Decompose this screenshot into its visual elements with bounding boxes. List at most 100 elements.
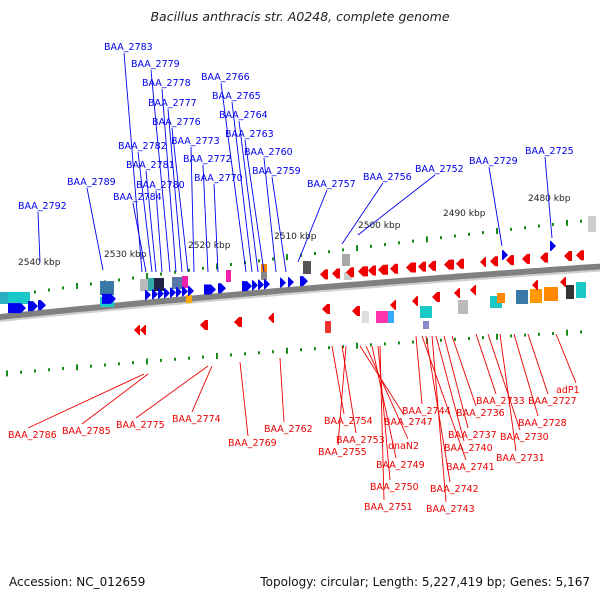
- forward-leader-line: [231, 101, 253, 273]
- reverse-leader-line: [379, 345, 385, 501]
- reverse-leader-line: [431, 335, 447, 503]
- ruler-tick: [48, 368, 50, 372]
- forward-leader-line: [220, 82, 247, 273]
- forward-gene: [8, 303, 26, 314]
- forward-gene: [176, 286, 182, 297]
- ruler-tick: [20, 370, 22, 374]
- forward-leader-line: [161, 88, 177, 273]
- reverse-gene: [140, 325, 146, 335]
- reverse-gene-label: BAA_2750: [370, 482, 419, 493]
- forward-leader-line: [123, 52, 143, 273]
- reverse-gene: [390, 300, 396, 310]
- reverse-leader-line: [377, 345, 391, 481]
- forward-gene: [242, 281, 252, 292]
- reverse-gene: [332, 268, 340, 279]
- reverse-gene: [234, 317, 242, 327]
- ruler-tick: [258, 351, 260, 355]
- ruler-tick: [510, 227, 512, 231]
- forward-leader-line: [155, 190, 163, 273]
- forward-leader-line: [244, 139, 265, 273]
- reverse-leader-line: [513, 333, 539, 417]
- ruler-tick: [132, 361, 134, 365]
- forward-gene: [28, 301, 38, 312]
- ruler-tick: [202, 355, 204, 359]
- reverse-leader-line: [487, 333, 521, 431]
- ruler-tick: [496, 333, 498, 340]
- reverse-gene: [506, 255, 514, 266]
- forward-gene: [188, 285, 194, 296]
- ruler-label: 2480 kbp: [528, 194, 571, 204]
- gene-track: [8, 241, 584, 335]
- ruler-tick: [62, 367, 64, 371]
- forward-gene-label: BAA_2752: [415, 164, 464, 175]
- forward-gene: [288, 277, 294, 288]
- feature-block: [388, 311, 394, 323]
- forward-gene: [158, 288, 164, 299]
- reverse-leader-line: [415, 335, 423, 405]
- feature-block: [261, 264, 267, 272]
- feature-block: [303, 261, 311, 274]
- ruler-label: 2530 kbp: [104, 250, 147, 260]
- ruler-tick: [258, 259, 260, 263]
- reverse-gene: [406, 262, 416, 273]
- reverse-gene-label: BAA_2731: [496, 453, 545, 464]
- feature-block: [423, 321, 429, 329]
- ruler-tick: [90, 282, 92, 286]
- reverse-gene: [522, 253, 530, 264]
- ruler-tick: [482, 231, 484, 235]
- ruler-tick: [580, 330, 582, 334]
- forward-gene: [38, 300, 46, 311]
- accession-text: Accession: NC_012659: [9, 575, 146, 589]
- ruler-tick: [146, 273, 148, 280]
- forward-leader-line: [297, 189, 328, 263]
- feature-block: [420, 306, 432, 318]
- ruler-tick: [216, 263, 218, 270]
- ruler-tick: [342, 345, 344, 349]
- reverse-leader-line: [331, 345, 345, 415]
- forward-leader-line: [341, 182, 384, 245]
- reverse-leader-line: [451, 335, 477, 407]
- reverse-gene-label: BAA_2737: [448, 430, 497, 441]
- feature-block: [226, 270, 231, 282]
- forward-gene: [204, 284, 216, 295]
- reverse-gene: [454, 288, 460, 298]
- reverse-leader-line: [239, 361, 249, 437]
- forward-gene-label: BAA_2778: [142, 78, 191, 89]
- ruler-tick: [272, 350, 274, 354]
- ruler-tick: [482, 336, 484, 340]
- reverse-gene-label: BAA_2741: [446, 462, 495, 473]
- ruler-label: 2540 kbp: [18, 258, 61, 268]
- reverse-leader-line: [135, 365, 209, 419]
- forward-leader-line: [202, 164, 209, 273]
- reverse-gene-label: BAA_2751: [364, 502, 413, 513]
- forward-gene-label: BAA_2773: [171, 136, 220, 147]
- reverse-leader-line: [435, 335, 465, 442]
- forward-gene-label: BAA_2765: [212, 91, 261, 102]
- forward-gene-label: BAA_2782: [118, 141, 167, 152]
- forward-leader-line: [190, 146, 195, 273]
- forward-leader-line: [271, 176, 287, 273]
- forward-gene: [550, 241, 556, 251]
- ruler-tick: [272, 257, 274, 261]
- feature-block: [8, 292, 30, 304]
- ruler-tick: [566, 219, 568, 226]
- reverse-gene: [444, 259, 454, 270]
- forward-gene-label: BAA_2759: [252, 166, 301, 177]
- ruler-tick: [356, 342, 358, 349]
- reverse-leader-line: [443, 335, 469, 429]
- forward-gene-label: BAA_2772: [183, 154, 232, 165]
- ruler-tick: [174, 270, 176, 274]
- reverse-gene-label: BAA_2747: [384, 417, 433, 428]
- ruler-tick: [468, 232, 470, 236]
- ruler-tick: [510, 334, 512, 338]
- ruler-tick: [384, 243, 386, 247]
- forward-leader-line: [357, 174, 436, 236]
- feature-block: [588, 216, 596, 232]
- ruler-tick: [286, 254, 288, 261]
- ruler-tick: [328, 250, 330, 254]
- ruler-tick: [230, 353, 232, 357]
- feature-block: [516, 290, 528, 304]
- backbone-band: [0, 263, 600, 320]
- forward-leader-line: [544, 156, 553, 239]
- ruler-tick: [174, 357, 176, 361]
